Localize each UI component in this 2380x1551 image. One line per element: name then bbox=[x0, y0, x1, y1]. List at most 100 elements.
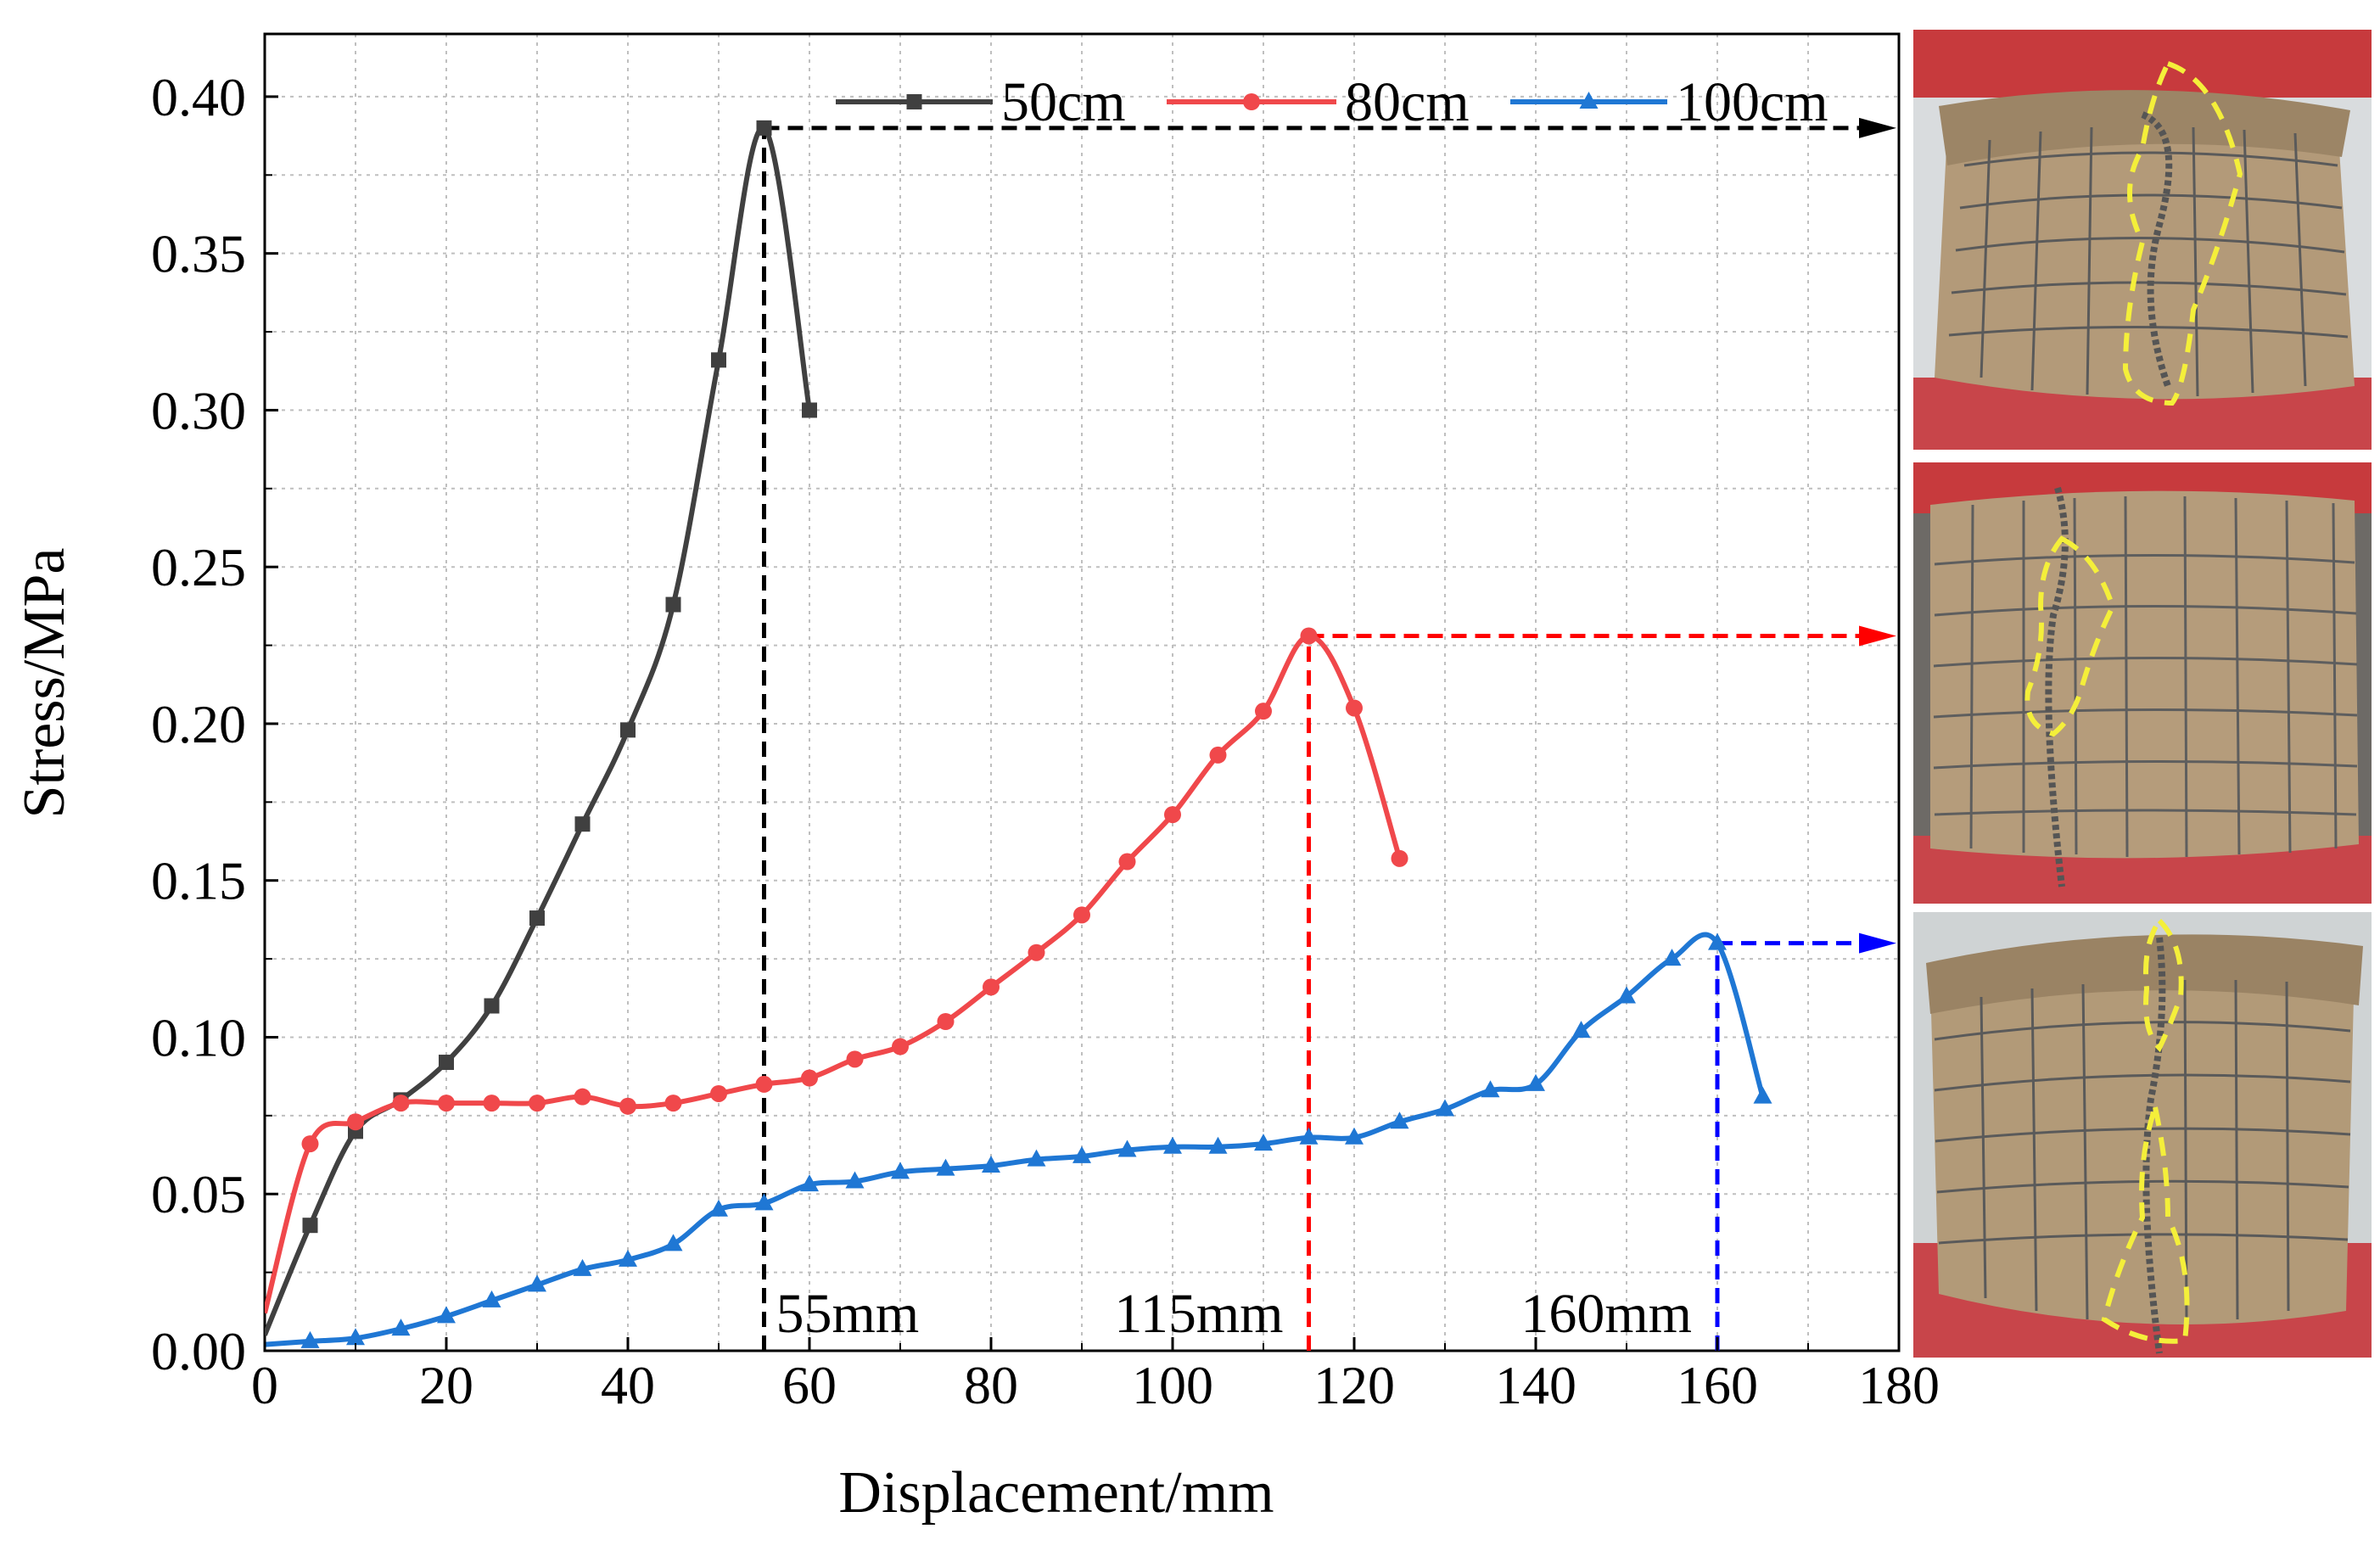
data-point-50cm bbox=[756, 120, 772, 136]
annotation-label: 55mm bbox=[776, 1283, 920, 1345]
x-tick-label: 60 bbox=[782, 1355, 837, 1415]
data-point-80cm bbox=[347, 1113, 364, 1131]
data-point-80cm bbox=[1164, 806, 1181, 824]
data-point-100cm bbox=[1571, 1021, 1591, 1039]
data-point-80cm bbox=[755, 1075, 773, 1093]
data-point-100cm bbox=[300, 1330, 320, 1348]
axes: 0 20 40 60 80 100 120 140 160 180 0.00 0.05 0.10 0.15… bbox=[151, 67, 1940, 1415]
y-tick-label: 0.00 bbox=[151, 1321, 246, 1381]
data-point-80cm bbox=[801, 1069, 818, 1087]
data-point-80cm bbox=[1028, 943, 1045, 961]
guide-arrowhead-115mm bbox=[1859, 625, 1896, 647]
data-point-100cm bbox=[391, 1319, 411, 1336]
data-point-80cm bbox=[1300, 627, 1318, 645]
photo-50cm-specimen bbox=[1913, 30, 2372, 450]
data-point-100cm bbox=[1027, 1149, 1046, 1167]
data-point-80cm bbox=[483, 1095, 501, 1112]
y-tick-label: 0.30 bbox=[151, 380, 246, 440]
data-point-100cm bbox=[1708, 932, 1727, 950]
y-tick-label: 0.35 bbox=[151, 224, 246, 284]
legend-label-100cm: 100cm bbox=[1676, 71, 1828, 133]
data-point-80cm bbox=[438, 1095, 455, 1112]
data-point-80cm bbox=[846, 1050, 864, 1068]
data-point-80cm bbox=[937, 1013, 955, 1030]
data-point-80cm bbox=[619, 1097, 636, 1115]
x-tick-label: 100 bbox=[1132, 1355, 1213, 1415]
data-point-100cm bbox=[346, 1328, 365, 1346]
legend-marker-80cm bbox=[1243, 93, 1260, 110]
data-point-100cm bbox=[528, 1274, 546, 1292]
data-point-80cm bbox=[1209, 746, 1227, 764]
data-point-100cm bbox=[1662, 949, 1682, 966]
marker-layer bbox=[300, 120, 1772, 1348]
data-point-100cm bbox=[1163, 1136, 1182, 1154]
data-point-80cm bbox=[1118, 853, 1136, 871]
data-point-100cm bbox=[1526, 1073, 1545, 1091]
data-point-50cm bbox=[574, 816, 591, 832]
data-point-50cm bbox=[802, 402, 817, 418]
data-point-100cm bbox=[1208, 1136, 1228, 1154]
data-point-80cm bbox=[710, 1084, 727, 1102]
data-point-80cm bbox=[664, 1095, 682, 1112]
y-axis-label: Stress/MPa bbox=[12, 548, 77, 819]
data-point-80cm bbox=[574, 1088, 591, 1106]
data-point-100cm bbox=[573, 1258, 592, 1276]
x-tick-label: 80 bbox=[964, 1355, 1018, 1415]
data-point-50cm bbox=[439, 1055, 454, 1071]
data-point-100cm bbox=[1072, 1145, 1091, 1163]
y-tick-label: 0.05 bbox=[151, 1164, 246, 1224]
data-point-100cm bbox=[845, 1171, 865, 1189]
data-point-100cm bbox=[891, 1162, 910, 1179]
x-tick-label: 0 bbox=[251, 1355, 278, 1415]
data-point-100cm bbox=[1481, 1080, 1500, 1098]
guide-arrowhead-55mm bbox=[1859, 117, 1896, 138]
data-point-100cm bbox=[936, 1158, 955, 1176]
y-tick-label: 0.40 bbox=[151, 67, 246, 127]
annotation-label: 115mm bbox=[1114, 1283, 1283, 1345]
data-point-80cm bbox=[1346, 699, 1363, 717]
data-point-100cm bbox=[1345, 1127, 1364, 1145]
data-point-100cm bbox=[800, 1174, 819, 1192]
annotations: 55mm 115mm 160mm bbox=[776, 1283, 1693, 1345]
photo-100cm-specimen bbox=[1913, 912, 2372, 1358]
data-point-100cm bbox=[664, 1234, 683, 1251]
data-point-80cm bbox=[892, 1038, 909, 1055]
data-point-100cm bbox=[1390, 1111, 1409, 1129]
data-point-100cm bbox=[1436, 1099, 1454, 1117]
y-tick-label: 0.25 bbox=[151, 537, 246, 597]
data-point-50cm bbox=[620, 722, 636, 738]
data-point-50cm bbox=[711, 352, 726, 368]
x-axis-label: Displacement/mm bbox=[838, 1460, 1274, 1526]
data-point-100cm bbox=[754, 1193, 774, 1211]
data-point-80cm bbox=[1255, 703, 1272, 720]
data-point-80cm bbox=[983, 978, 1000, 996]
x-tick-label: 180 bbox=[1858, 1355, 1940, 1415]
annotation-label: 160mm bbox=[1520, 1283, 1692, 1345]
x-tick-label: 140 bbox=[1495, 1355, 1576, 1415]
photo-80cm-specimen bbox=[1913, 462, 2372, 904]
data-point-100cm bbox=[437, 1306, 456, 1324]
data-point-100cm bbox=[982, 1155, 1000, 1173]
x-tick-label: 20 bbox=[419, 1355, 473, 1415]
data-point-80cm bbox=[301, 1135, 319, 1153]
data-point-80cm bbox=[1073, 906, 1090, 924]
data-point-100cm bbox=[1117, 1139, 1137, 1157]
data-point-80cm bbox=[392, 1095, 410, 1112]
y-tick-label: 0.10 bbox=[151, 1007, 246, 1067]
legend-marker-100cm bbox=[1579, 92, 1599, 109]
guide-lines bbox=[762, 117, 1896, 1351]
series-layer bbox=[265, 125, 1766, 1347]
data-point-50cm bbox=[529, 910, 545, 927]
legend: 50cm 80cm 100cm bbox=[836, 71, 1828, 133]
data-point-100cm bbox=[482, 1290, 501, 1307]
series-line-80cm bbox=[265, 633, 1403, 1314]
data-point-100cm bbox=[1753, 1086, 1772, 1104]
data-point-100cm bbox=[709, 1199, 728, 1217]
x-tick-label: 40 bbox=[601, 1355, 655, 1415]
y-tick-label: 0.15 bbox=[151, 851, 246, 911]
data-point-50cm bbox=[484, 998, 500, 1014]
data-point-80cm bbox=[529, 1095, 546, 1112]
data-point-100cm bbox=[1299, 1127, 1319, 1145]
data-point-100cm bbox=[1254, 1134, 1273, 1151]
